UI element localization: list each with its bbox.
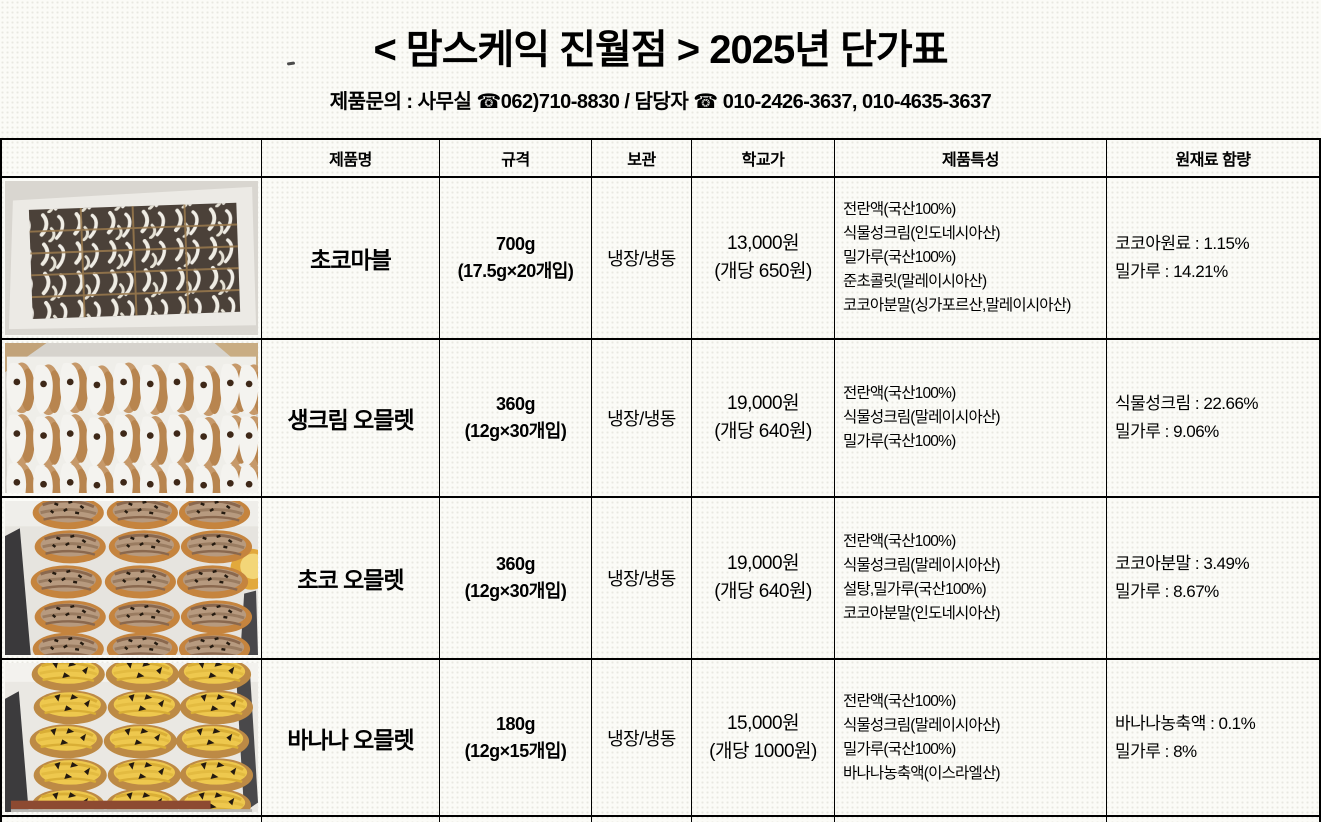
feature-line: 코코아분말(인도네시아산) xyxy=(843,605,1001,622)
price-total: 19,000원 xyxy=(726,393,800,414)
price-per-unit: (개당 650원) xyxy=(714,261,812,282)
column-header-name: 제품명 xyxy=(262,140,440,178)
column-header-storage: 보관 xyxy=(592,140,692,178)
feature-line: 밀가루(국산100%) xyxy=(843,433,956,450)
page-title: < 맘스케익 진월점 > 2025년 단가표 xyxy=(373,28,948,72)
ingredient-line: 밀가루 : 9.06% xyxy=(1115,422,1219,441)
product-name: 바나나 오믈렛 xyxy=(262,660,440,817)
product-features: 전란액(국산100%) 식물성크림(인도네시아산) 밀가루(국산100%) 준초… xyxy=(835,178,1107,340)
feature-line: 코코아분말(싱가포르산,말레이시아산) xyxy=(843,297,1071,314)
column-header-spec: 규격 xyxy=(440,140,592,178)
product-name: 초코 오믈렛 xyxy=(262,498,440,660)
price-total: 13,000원 xyxy=(726,233,800,254)
next-row-sliver xyxy=(835,817,1107,822)
contact-info: 제품문의 : 사무실 ☎062)710-8830 / 담당자 ☎ 010-242… xyxy=(329,91,992,113)
feature-line: 바나나농축액(이스라엘산) xyxy=(843,764,1001,782)
fresh-cream-omelette-tray-photo xyxy=(2,340,262,498)
ingredient-content: 코코아원료 : 1.15% 밀가루 : 14.21% xyxy=(1107,178,1319,340)
price-total: 19,000원 xyxy=(726,553,800,574)
feature-line: 설탕,밀가루(국산100%) xyxy=(843,581,987,598)
feature-line: 식물성크림(말레이시아산) xyxy=(843,557,1001,574)
choco-marble-sheet-cake-photo xyxy=(2,178,262,340)
school-price: 13,000원 (개당 650원) xyxy=(692,178,835,340)
document-header: < 맘스케익 진월점 > 2025년 단가표 제품문의 : 사무실 ☎062)7… xyxy=(0,0,1321,114)
next-row-sliver xyxy=(1107,817,1319,822)
ingredient-line: 밀가루 : 8.67% xyxy=(1115,582,1219,601)
school-price: 15,000원 (개당 1000원) xyxy=(692,660,835,817)
product-features: 전란액(국산100%) 식물성크림(말레이시아산) 밀가루(국산100%) xyxy=(835,340,1107,498)
feature-line: 전란액(국산100%) xyxy=(843,692,956,710)
next-row-sliver xyxy=(262,817,440,822)
feature-line: 식물성크림(말레이시아산) xyxy=(843,716,1001,734)
banana-omelette-tray-photo xyxy=(2,660,262,817)
product-name: 초코마블 xyxy=(262,178,440,340)
product-spec: 360g (12g×30개입) xyxy=(440,340,592,498)
school-price: 19,000원 (개당 640원) xyxy=(692,498,835,660)
ingredient-line: 코코아원료 : 1.15% xyxy=(1115,234,1250,253)
feature-line: 식물성크림(인도네시아산) xyxy=(843,225,1001,242)
ingredient-content: 식물성크림 : 22.66% 밀가루 : 9.06% xyxy=(1107,340,1319,498)
spec-weight: 700g xyxy=(495,234,536,254)
feature-line: 밀가루(국산100%) xyxy=(843,740,956,758)
ingredient-content: 코코아분말 : 3.49% 밀가루 : 8.67% xyxy=(1107,498,1319,660)
spec-weight: 360g xyxy=(495,394,536,414)
product-spec: 360g (12g×30개입) xyxy=(440,498,592,660)
feature-line: 전란액(국산100%) xyxy=(843,533,956,550)
price-per-unit: (개당 1000원) xyxy=(709,740,817,762)
feature-line: 전란액(국산100%) xyxy=(843,385,956,402)
product-name: 생크림 오믈렛 xyxy=(262,340,440,498)
storage-type: 냉장/냉동 xyxy=(592,178,692,340)
price-per-unit: (개당 640원) xyxy=(714,581,812,602)
spec-count: (12g×30개입) xyxy=(464,421,567,441)
price-total: 15,000원 xyxy=(726,712,800,734)
ingredient-line: 밀가루 : 14.21% xyxy=(1115,262,1228,281)
feature-line: 식물성크림(말레이시아산) xyxy=(843,409,1001,426)
next-row-sliver xyxy=(2,817,262,822)
product-spec: 180g (12g×15개입) xyxy=(440,660,592,817)
product-spec: 700g (17.5g×20개입) xyxy=(440,178,592,340)
spec-weight: 360g xyxy=(495,554,536,574)
ingredient-line: 식물성크림 : 22.66% xyxy=(1115,394,1259,413)
feature-line: 밀가루(국산100%) xyxy=(843,249,956,266)
ingredient-line: 밀가루 : 8% xyxy=(1115,741,1197,761)
ingredient-line: 바나나농축액 : 0.1% xyxy=(1115,713,1256,733)
storage-type: 냉장/냉동 xyxy=(592,498,692,660)
column-header-features: 제품특성 xyxy=(835,140,1107,178)
feature-line: 전란액(국산100%) xyxy=(843,201,956,218)
price-per-unit: (개당 640원) xyxy=(714,421,812,442)
spec-weight: 180g xyxy=(495,713,536,734)
spec-count: (12g×30개입) xyxy=(464,581,567,601)
spec-count: (17.5g×20개입) xyxy=(457,261,574,281)
next-row-sliver xyxy=(692,817,835,822)
feature-line: 준초콜릿(말레이시아산) xyxy=(843,273,987,290)
product-features: 전란액(국산100%) 식물성크림(말레이시아산) 설탕,밀가루(국산100%)… xyxy=(835,498,1107,660)
ingredient-content: 바나나농축액 : 0.1% 밀가루 : 8% xyxy=(1107,660,1319,817)
school-price: 19,000원 (개당 640원) xyxy=(692,340,835,498)
choco-omelette-tray-photo xyxy=(2,498,262,660)
price-table: 제품명 규격 보관 학교가 제품특성 원재료 함량 xyxy=(0,138,1321,822)
ingredient-line: 코코아분말 : 3.49% xyxy=(1115,554,1250,573)
storage-type: 냉장/냉동 xyxy=(592,340,692,498)
product-features: 전란액(국산100%) 식물성크림(말레이시아산) 밀가루(국산100%) 바나… xyxy=(835,660,1107,817)
spec-count: (12g×15개입) xyxy=(464,740,567,761)
column-header-ingredients: 원재료 함량 xyxy=(1107,140,1319,178)
column-header-photo xyxy=(2,140,262,178)
column-header-school-price: 학교가 xyxy=(692,140,835,178)
next-row-sliver xyxy=(592,817,692,822)
storage-type: 냉장/냉동 xyxy=(592,660,692,817)
next-row-sliver xyxy=(440,817,592,822)
